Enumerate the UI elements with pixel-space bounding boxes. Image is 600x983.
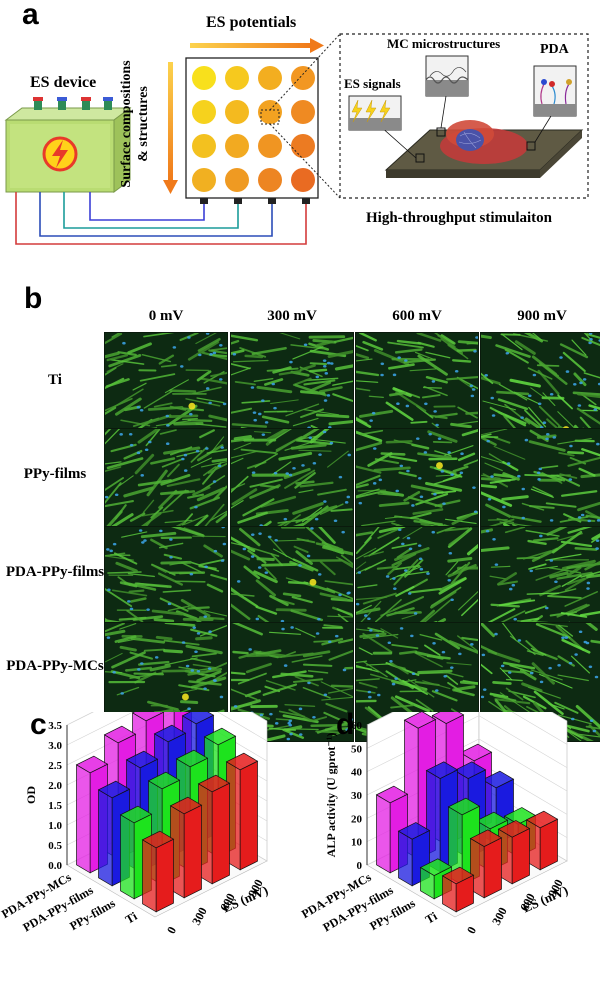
y-axis-label: OD <box>24 786 38 804</box>
panel-c-letter: c <box>30 708 47 741</box>
bar <box>497 820 531 885</box>
column-label-600mv: 600 mV <box>392 308 442 324</box>
y-tick-label: 50 <box>351 743 363 755</box>
y-tick-label: 0.5 <box>48 840 62 852</box>
mc-microstructures-label: MC microstructures <box>387 36 501 51</box>
electrode-dot <box>192 66 216 90</box>
y-tick-label: 40 <box>351 767 363 779</box>
bar <box>141 830 175 913</box>
electrode-dot <box>291 168 315 192</box>
x-tick-label: 300 <box>189 905 210 927</box>
electrode-dot <box>258 66 282 90</box>
panel-a-schematic <box>4 33 589 245</box>
y-tick-label: 3.0 <box>48 740 62 752</box>
bar <box>525 810 559 871</box>
chart-d-alp: 0 10 20 30 40 50 60 ALP activity (U gprot⁻¹) 0 30… <box>300 712 570 936</box>
high-throughput-caption: High-throughput stimulaiton <box>366 210 553 226</box>
row-label-ti: Ti <box>48 372 62 388</box>
y-tick-label: 2.5 <box>48 760 62 772</box>
y-tick-label: 0.0 <box>48 860 62 872</box>
bar <box>197 774 231 885</box>
bar <box>169 796 203 899</box>
micrograph-cell <box>480 622 600 742</box>
es-device <box>4 97 132 193</box>
column-label-900mv: 900 mV <box>517 308 567 324</box>
y-tick-label: 2.0 <box>48 780 62 792</box>
electrode-dots <box>192 66 315 192</box>
column-label-300mv: 300 mV <box>267 308 317 324</box>
electrode-dot <box>192 168 216 192</box>
surface-compositions-label: Surface compositions & structures <box>119 60 151 188</box>
electrode-dot <box>291 100 315 124</box>
row-label-pda-ppy-mcs: PDA-PPy-MCs <box>6 658 104 674</box>
y-tick-label: 1.0 <box>48 820 62 832</box>
x-tick-label: 0 <box>464 924 479 936</box>
panel-d-letter: d <box>336 708 355 741</box>
pda-label: PDA <box>540 42 569 57</box>
electrode-dot <box>225 168 249 192</box>
chart-c-od: 0.00.51.01.52.02.53.03.5OD0300600900TiPP… <box>0 712 270 936</box>
electrode-dot <box>192 100 216 124</box>
row-label-ppy-films: PPy-films <box>23 466 87 482</box>
electrode-dot <box>192 134 216 158</box>
x-axis-label: ES (mV) <box>220 882 270 915</box>
y-tick-label: 20 <box>351 813 363 825</box>
x-axis-label: ES (mV) <box>520 882 570 915</box>
bar <box>469 829 503 899</box>
electrode-dot <box>258 100 282 124</box>
y-tick-label: 0 <box>357 860 363 872</box>
series-label: Ti <box>123 909 140 927</box>
panel-b-letter: b <box>24 282 43 315</box>
y-tick-label: 10 <box>351 837 363 849</box>
x-tick-label: 300 <box>489 905 510 927</box>
electrode-dot <box>291 134 315 158</box>
es-potentials-label: ES potentials <box>206 14 297 31</box>
y-tick-label: 60 <box>351 720 363 732</box>
x-tick-label: 0 <box>164 924 179 936</box>
es-device-label: ES device <box>30 74 97 91</box>
bar <box>225 752 259 871</box>
electrode-dot <box>225 100 249 124</box>
series-label: Ti <box>423 909 440 927</box>
electrode-dot <box>291 66 315 90</box>
y-axis-label: ALP activity (U gprot⁻¹) <box>324 733 338 858</box>
es-signals-label: ES signals <box>344 76 401 91</box>
y-tick-label: 3.5 <box>48 720 62 732</box>
electrode-dot <box>258 134 282 158</box>
row-label-pda-ppy-films: PDA-PPy-films <box>5 564 105 580</box>
electrode-dot <box>225 134 249 158</box>
panel-a-letter: a <box>22 0 39 31</box>
y-tick-label: 30 <box>351 790 363 802</box>
zoom-inset-box <box>339 33 589 199</box>
y-tick-label: 1.5 <box>48 800 62 812</box>
electrode-dot <box>258 168 282 192</box>
column-label-0mv: 0 mV <box>148 308 184 324</box>
electrode-dot <box>225 66 249 90</box>
bar <box>441 866 475 913</box>
